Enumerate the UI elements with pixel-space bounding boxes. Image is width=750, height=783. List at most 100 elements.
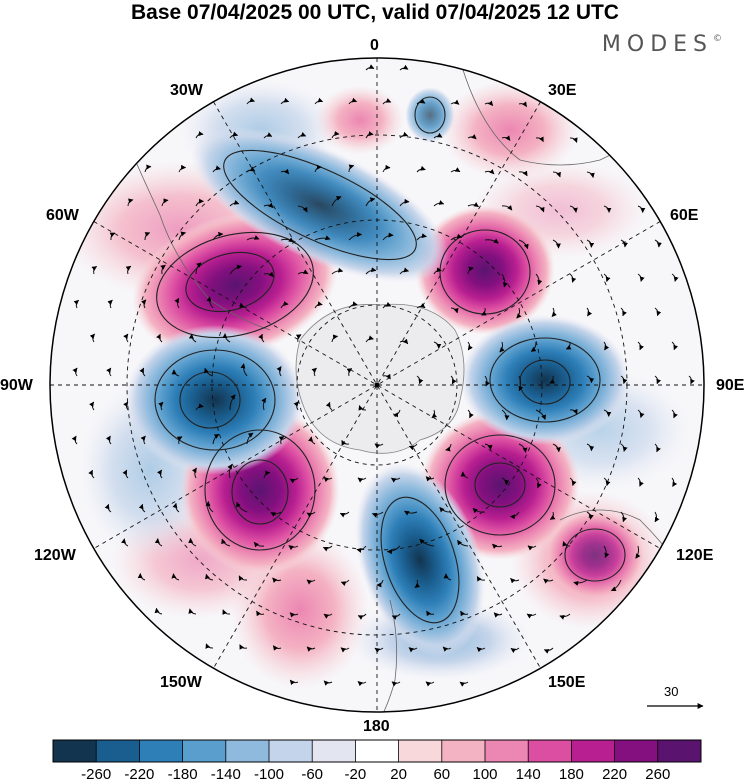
- wind-arrow: [289, 612, 299, 618]
- wind-arrow: [195, 198, 204, 207]
- wind-arrow: [195, 262, 202, 275]
- wind-arrow: [450, 375, 457, 385]
- wind-arrow: [278, 436, 285, 445]
- wind-arrow: [516, 307, 522, 319]
- wind-arrow: [382, 232, 394, 241]
- wind-arrow: [140, 435, 146, 445]
- wind-arrow: [89, 401, 95, 411]
- wind-arrow: [346, 368, 353, 377]
- colorbar-swatch: [182, 740, 227, 762]
- wind-arrow: [637, 341, 644, 351]
- wind-arrow: [322, 545, 333, 552]
- wind-arrow: [416, 233, 427, 241]
- wind-arrow: [501, 205, 513, 211]
- colorbar-swatch: [485, 740, 529, 762]
- wind-arrow: [654, 511, 660, 523]
- wind-arrow: [637, 477, 644, 487]
- wind-arrow: [104, 503, 112, 513]
- wind-arrow: [246, 432, 254, 445]
- colorbar-tick-label: -180: [167, 766, 198, 783]
- wind-arrow: [331, 267, 344, 275]
- wind-arrow: [73, 299, 79, 309]
- wind-arrow: [280, 237, 294, 243]
- wind-arrow: [348, 301, 358, 309]
- wind-arrow: [221, 538, 231, 547]
- wind-arrow: [195, 403, 204, 411]
- wind-arrow: [569, 205, 578, 213]
- wind-arrow: [229, 131, 239, 139]
- wind-arrow: [484, 100, 494, 106]
- wind-arrow: [620, 375, 628, 384]
- wind-arrow: [414, 579, 421, 589]
- wind-arrow: [671, 341, 679, 351]
- wind-arrow: [382, 164, 391, 173]
- wind-arrow: [552, 239, 561, 249]
- wind-arrow: [154, 607, 163, 615]
- wind-arrow: [671, 477, 678, 487]
- lon-label-150e: 150E: [548, 674, 586, 691]
- wind-arrow: [314, 235, 331, 241]
- wind-arrow: [467, 134, 477, 140]
- wind-arrow: [569, 137, 578, 143]
- wind-arrow: [263, 271, 274, 278]
- wind-arrow: [258, 333, 265, 343]
- wind-arrow: [229, 199, 240, 207]
- wind-arrow: [552, 171, 561, 178]
- wind-arrow: [341, 440, 350, 446]
- wind-arrow: [137, 573, 146, 581]
- wind-arrow: [393, 409, 401, 418]
- wind-arrow: [365, 131, 374, 139]
- wind-arrow: [323, 613, 333, 619]
- wind-arrow: [323, 680, 333, 686]
- wind-arrow: [457, 539, 469, 547]
- wind-arrow: [357, 613, 367, 620]
- wind-arrow: [637, 205, 646, 213]
- wind-arrow: [499, 341, 505, 353]
- wind-arrow: [109, 232, 116, 241]
- wind-arrow: [236, 501, 248, 513]
- wind-arrow: [138, 503, 146, 513]
- wind-arrow: [603, 477, 611, 487]
- colorbar-swatch: [96, 740, 140, 762]
- wind-arrow: [425, 476, 435, 482]
- wind-arrow: [391, 613, 401, 620]
- colorbar-outline: [52, 739, 702, 763]
- wind-arrow: [620, 443, 628, 452]
- wind-arrow: [331, 195, 342, 207]
- wind-arrow: [105, 435, 112, 445]
- wind-arrow: [551, 307, 557, 317]
- wind-arrow: [280, 301, 289, 309]
- wind-arrow: [399, 198, 410, 207]
- wind-arrow: [510, 647, 520, 654]
- wind-arrow: [276, 366, 282, 377]
- wind-arrow: [484, 443, 493, 451]
- colorbar-tick-label: -140: [210, 766, 241, 783]
- wind-arrow: [178, 231, 186, 241]
- wind-arrow: [501, 477, 510, 486]
- lon-label-90e: 90E: [716, 377, 745, 394]
- wind-arrow: [222, 609, 231, 615]
- negative-anomaly-90e: [460, 315, 630, 445]
- colorbar-swatch: [398, 740, 443, 762]
- wind-arrow: [123, 401, 129, 411]
- chart-title: Base 07/04/2025 00 UTC, valid 07/04/2025…: [131, 1, 619, 24]
- wind-arrow: [492, 543, 503, 549]
- wind-arrow: [535, 273, 543, 286]
- wind-arrow: [139, 367, 146, 377]
- negative-anomaly-95w: [125, 325, 305, 475]
- wind-arrow: [91, 265, 98, 275]
- wind-arrow: [382, 302, 392, 309]
- wind-arrow: [212, 165, 221, 173]
- wind-arrow: [399, 338, 409, 345]
- wind-arrow: [340, 579, 350, 587]
- wind-arrow: [176, 436, 183, 445]
- wind-arrow: [323, 476, 333, 483]
- wind-arrow: [433, 341, 442, 349]
- colorbar-tick-label: 180: [558, 766, 584, 783]
- wind-arrow: [535, 409, 546, 420]
- wind-arrow: [297, 205, 308, 213]
- wind-arrow: [433, 132, 443, 139]
- colorbar-tick-label: 20: [390, 766, 407, 783]
- wind-arrow: [270, 511, 282, 517]
- wind-arrow: [358, 405, 367, 411]
